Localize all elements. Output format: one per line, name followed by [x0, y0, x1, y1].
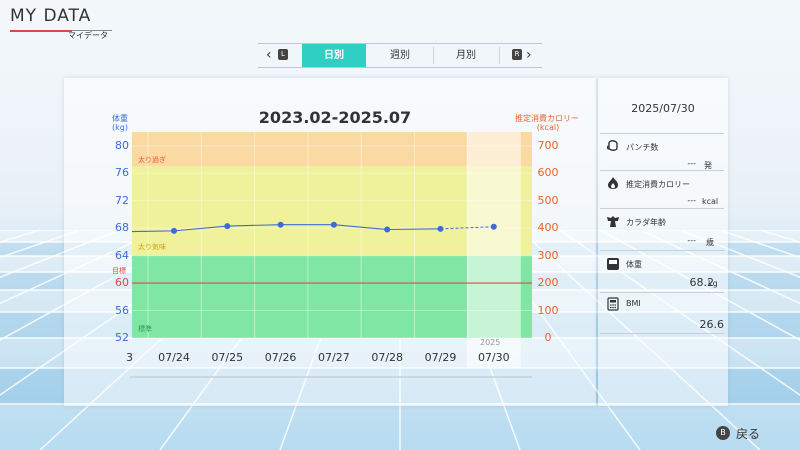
- boxing-glove-icon: [606, 140, 618, 151]
- x-tick-label: 07/26: [264, 351, 297, 364]
- title-underline-2: [72, 30, 112, 31]
- y-tick-label: 72: [115, 193, 129, 207]
- tab-weekly[interactable]: 週別: [390, 50, 410, 61]
- zone-over: [132, 132, 532, 167]
- detail-panel: [598, 78, 728, 406]
- chevron-right-icon[interactable]: ›: [526, 47, 532, 63]
- weight-point: [384, 226, 391, 233]
- tab-bar: ‹ L 日別 週別 月別 R ›: [258, 43, 542, 68]
- left-axis-name: 体重: [112, 114, 128, 123]
- x-tick-label: 07/27: [318, 351, 350, 364]
- weight-point: [330, 221, 337, 228]
- flame-icon: [608, 177, 618, 189]
- y2-tick-label: 500: [537, 193, 559, 207]
- weight-point: [277, 221, 284, 228]
- left-axis-unit: (kg): [112, 123, 128, 132]
- chart-title: 2023.02-2025.07: [258, 108, 412, 127]
- body-age-label: カラダ年齢: [626, 218, 666, 227]
- y-tick-label: 80: [115, 138, 129, 152]
- y-tick-label: 56: [115, 303, 129, 317]
- punch-unit: 発: [704, 161, 712, 170]
- selected-column-highlight: [466, 132, 521, 368]
- punch-label: パンチ数: [626, 143, 659, 152]
- x-tick-label: 07/28: [371, 351, 404, 364]
- calculator-icon: [607, 297, 619, 311]
- left-bumper-icon: L: [278, 49, 288, 60]
- y-tick-label: 68: [115, 221, 129, 235]
- tab-daily[interactable]: 日別: [302, 44, 366, 67]
- y2-tick-label: 400: [537, 221, 559, 235]
- y-tick-label: 76: [115, 166, 129, 180]
- x-tick-label: 07/29: [424, 351, 457, 364]
- tab-monthly[interactable]: 月別: [456, 50, 476, 61]
- weight-label: 体重: [626, 260, 642, 269]
- bmi-value: 26.6: [699, 318, 725, 331]
- b-button-icon: B: [716, 426, 730, 440]
- calorie-label: 推定消費カロリー: [626, 180, 690, 189]
- right-bumper-icon: R: [512, 49, 522, 60]
- chevron-left-icon[interactable]: ‹: [266, 47, 272, 63]
- weight-value: 68.2: [689, 276, 715, 289]
- back-label: 戻る: [736, 427, 761, 441]
- weight-point: [171, 227, 177, 234]
- body-icon: [607, 216, 619, 227]
- app-title: MY DATA マイデータ: [10, 6, 112, 40]
- right-axis-unit: (kcal): [536, 123, 560, 132]
- weight-point: [437, 225, 444, 232]
- zone-label-over: 太り過ぎ: [138, 156, 166, 164]
- year-label: 2025: [480, 338, 501, 347]
- body-age-unit: 歳: [706, 238, 714, 247]
- selected-date: 2025/07/30: [631, 102, 695, 115]
- y2-tick-label: 100: [537, 303, 559, 317]
- y-tick-label: 60: [115, 276, 129, 290]
- weight-point: [224, 223, 231, 230]
- y2-tick-label: 0: [544, 331, 552, 344]
- zone-label-target: 目標: [112, 267, 126, 275]
- punch-value: ---: [687, 159, 696, 168]
- x-tick-label: 07/25: [211, 351, 244, 364]
- y2-tick-label: 300: [537, 248, 559, 262]
- title-underline: [10, 30, 72, 32]
- weight-point: [490, 223, 497, 230]
- calorie-unit: kcal: [702, 197, 719, 206]
- zone-slightly: [132, 166, 532, 256]
- zone-label-standard: 標準: [138, 325, 152, 333]
- y2-tick-label: 600: [537, 166, 559, 180]
- y2-tick-label: 700: [537, 138, 559, 152]
- weight-series-dashed: [440, 226, 494, 230]
- zone-label-slightly: 太り気味: [138, 243, 166, 251]
- calorie-value: ---: [687, 196, 696, 205]
- x-partial-label: 3: [126, 351, 133, 364]
- x-tick-label: 07/30: [477, 351, 510, 364]
- bmi-label: BMI: [626, 299, 641, 308]
- zone-standard: [132, 255, 532, 338]
- scale-icon: [607, 258, 619, 270]
- weight-unit: kg: [708, 279, 718, 288]
- body-age-value: ---: [687, 236, 696, 245]
- y2-tick-label: 200: [537, 276, 559, 290]
- y-tick-label: 52: [115, 331, 129, 344]
- x-tick-label: 07/24: [158, 351, 190, 364]
- app-title-text: MY DATA: [10, 6, 92, 26]
- app-subtitle: マイデータ: [68, 31, 108, 40]
- right-axis-name: 推定消費カロリー: [515, 114, 579, 123]
- y-tick-label: 64: [115, 248, 129, 262]
